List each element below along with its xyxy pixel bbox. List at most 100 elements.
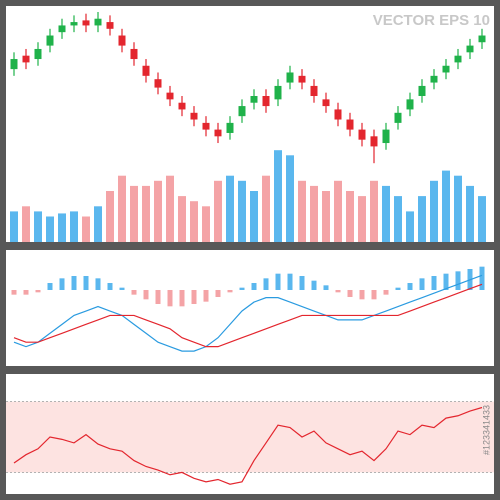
- candle-body: [130, 48, 138, 60]
- volume-bar: [358, 196, 366, 242]
- volume-bar: [238, 180, 246, 242]
- volume-bar: [226, 175, 234, 242]
- candle-body: [418, 85, 426, 96]
- histogram-bar: [239, 287, 245, 290]
- candle-body: [94, 18, 102, 26]
- candle-body: [250, 96, 258, 103]
- candle-body: [202, 122, 210, 130]
- volume-bar: [406, 211, 414, 242]
- histogram-bar: [299, 276, 305, 290]
- candle-body: [454, 55, 462, 63]
- histogram-bar: [443, 273, 449, 290]
- histogram-bar: [371, 290, 377, 300]
- candle-body: [34, 48, 42, 60]
- histogram-bar: [419, 278, 425, 290]
- volume-bar: [262, 175, 270, 242]
- candle-body: [478, 35, 486, 43]
- macd-panel: [6, 250, 494, 366]
- volume-bar: [250, 191, 258, 242]
- candle-body: [382, 129, 390, 144]
- candle-body: [322, 99, 330, 107]
- rsi-band: [6, 401, 494, 473]
- histogram-bar: [479, 266, 485, 290]
- candle-body: [310, 85, 318, 96]
- histogram-bar: [287, 273, 293, 290]
- histogram-bar: [59, 278, 65, 290]
- histogram-bar: [383, 290, 389, 295]
- candle-body: [22, 55, 30, 63]
- volume-bar: [478, 196, 486, 242]
- volume-bar: [154, 180, 162, 242]
- histogram-bar: [251, 283, 257, 290]
- candle-body: [106, 22, 114, 29]
- volume-bar: [46, 216, 54, 242]
- histogram-bar: [143, 290, 149, 300]
- histogram-bar: [47, 283, 53, 290]
- volume-bar: [418, 196, 426, 242]
- histogram-bar: [263, 278, 269, 290]
- volume-bar: [178, 196, 186, 242]
- candle-body: [394, 112, 402, 123]
- volume-bar: [382, 185, 390, 242]
- candle-body: [118, 35, 126, 46]
- histogram-bar: [155, 290, 161, 304]
- candle-body: [358, 129, 366, 140]
- volume-bar: [274, 150, 282, 242]
- candle-body: [370, 136, 378, 147]
- histogram-bar: [275, 273, 281, 290]
- histogram-bar: [179, 290, 185, 307]
- histogram-bar: [431, 276, 437, 290]
- volume-bar: [10, 211, 18, 242]
- volume-bar: [58, 213, 66, 242]
- histogram-bar: [83, 276, 89, 290]
- candle-body: [430, 75, 438, 83]
- volume-bar: [322, 191, 330, 242]
- rsi-line: [13, 406, 483, 485]
- histogram-bar: [455, 271, 461, 290]
- volume-bar: [34, 211, 42, 242]
- volume-bar: [118, 175, 126, 242]
- volume-bar: [298, 180, 306, 242]
- histogram-bar: [335, 290, 341, 293]
- stock-id: #123341433: [481, 405, 491, 455]
- macd-line: [13, 274, 483, 352]
- candle-body: [346, 119, 354, 130]
- histogram-bar: [323, 285, 329, 290]
- volume-bar: [130, 185, 138, 242]
- candle-body: [142, 65, 150, 76]
- histogram-bar: [95, 278, 101, 290]
- volume-bar: [334, 180, 342, 242]
- volume-bar: [286, 155, 294, 242]
- candle-body: [46, 35, 54, 46]
- candle-body: [154, 79, 162, 88]
- histogram-bar: [71, 276, 77, 290]
- histogram-bar: [215, 290, 221, 297]
- candle-body: [166, 92, 174, 100]
- candle-body: [226, 122, 234, 133]
- candle-body: [262, 96, 270, 107]
- histogram-bar: [11, 290, 17, 295]
- volume-bar: [370, 180, 378, 242]
- candle-body: [178, 102, 186, 110]
- candle-body: [442, 65, 450, 73]
- volume-bar: [190, 201, 198, 242]
- histogram-bar: [203, 290, 209, 302]
- candle-body: [274, 85, 282, 100]
- volume-bar: [94, 206, 102, 242]
- histogram-bar: [167, 290, 173, 307]
- histogram-bar: [191, 290, 197, 304]
- histogram-bar: [227, 290, 233, 293]
- candle-body: [238, 106, 246, 117]
- candle-body: [466, 45, 474, 53]
- histogram-bar: [35, 290, 41, 293]
- volume-bar: [106, 191, 114, 242]
- candle-body: [298, 75, 306, 83]
- candle-body: [334, 109, 342, 120]
- candle-body: [10, 59, 18, 70]
- volume-bar: [466, 185, 474, 242]
- candle-body: [286, 72, 294, 83]
- volume-bar: [430, 180, 438, 242]
- volume-bar: [214, 180, 222, 242]
